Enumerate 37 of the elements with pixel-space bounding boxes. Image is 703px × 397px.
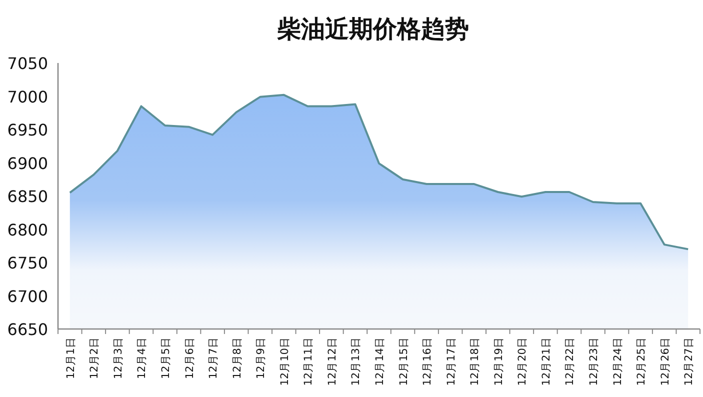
chart-title: 柴油近期价格趋势	[277, 15, 469, 43]
x-tick-label: 12月7日	[208, 337, 220, 380]
y-tick-label: 6800	[7, 220, 48, 240]
x-tick-label: 12月19日	[492, 337, 505, 386]
x-tick-label: 12月12日	[326, 337, 338, 386]
x-tick-label: 12月4日	[136, 337, 148, 380]
x-tick-label: 12月27日	[683, 337, 696, 386]
x-tick-label: 12月1日	[64, 337, 77, 380]
y-tick-label: 6700	[7, 286, 48, 306]
x-tick-label: 12月18日	[469, 337, 482, 386]
x-tick-label: 12月20日	[516, 337, 529, 386]
x-tick-label: 12月26日	[659, 337, 672, 386]
y-tick-label: 6900	[7, 154, 48, 173]
x-tick-label: 12月22日	[564, 337, 576, 386]
x-tick-label: 12月13日	[350, 337, 362, 386]
x-tick-label: 12月16日	[422, 337, 434, 386]
x-tick-label: 12月8日	[231, 337, 244, 380]
x-tick-label: 12月10日	[278, 337, 291, 386]
y-tick-label: 6750	[7, 254, 48, 272]
x-tick-label: 12月3日	[112, 337, 124, 380]
y-tick-label: 6650	[7, 320, 48, 339]
x-tick-label: 12月14日	[374, 337, 386, 386]
x-tick-label: 12月11日	[302, 337, 315, 386]
y-tick-label: 6850	[7, 187, 48, 206]
x-tick-label: 12月9日	[255, 337, 268, 380]
x-tick-label: 12月24日	[612, 337, 624, 386]
x-tick-label: 12月25日	[636, 337, 648, 386]
x-tick-label: 12月17日	[445, 337, 458, 386]
y-tick-label: 7000	[7, 87, 48, 106]
x-tick-label: 12月2日	[88, 337, 101, 380]
y-tick-label: 7050	[7, 54, 48, 73]
x-tick-label: 12月21日	[540, 337, 552, 386]
y-tick-label: 6950	[7, 120, 48, 140]
x-tick-label: 12月23日	[588, 337, 600, 386]
x-tick-label: 12月6日	[184, 337, 196, 380]
x-tick-label: 12月5日	[160, 337, 172, 380]
x-tick-label: 12月15日	[398, 337, 410, 386]
